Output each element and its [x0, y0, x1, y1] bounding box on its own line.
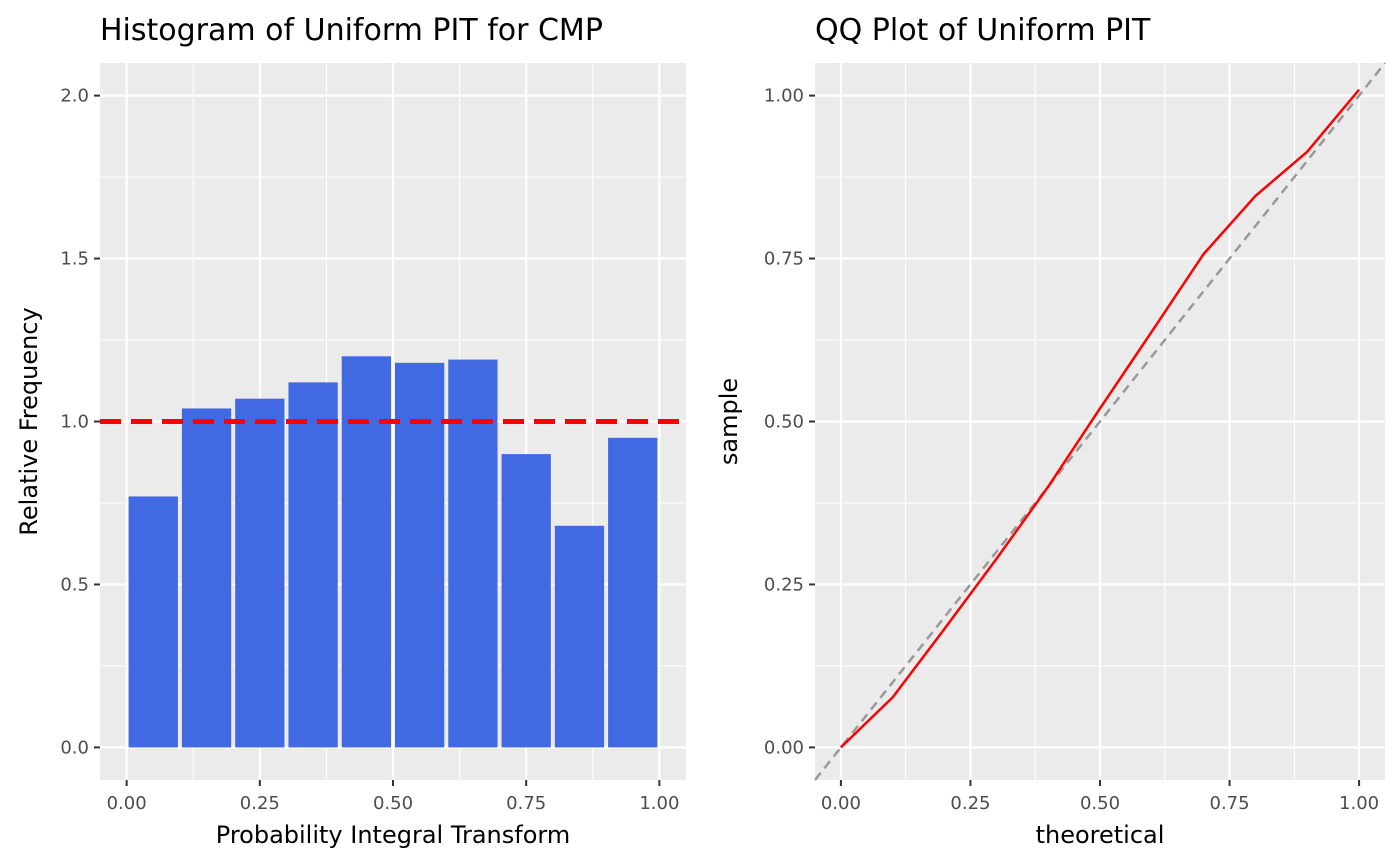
histogram-x-tick-label: 1.00 [639, 793, 679, 814]
qq-identity-reference-line [814, 62, 1386, 781]
qq-panel: QQ Plot of Uniform PIT 0.00 0.25 0.50 0.75 1… [715, 13, 1386, 849]
histogram-x-tick-label: 0.50 [373, 793, 413, 814]
histogram-bar [341, 356, 391, 748]
histogram-bar [501, 454, 551, 748]
qq-x-tick-label: 0.25 [950, 793, 990, 814]
histogram-y-tick-label: 1.0 [60, 412, 89, 433]
qq-x-tick-label: 0.50 [1080, 793, 1120, 814]
histogram-y-axis-title: Relative Frequency [15, 307, 43, 535]
qq-x-axis: 0.00 0.25 0.50 0.75 1.00 [821, 780, 1379, 814]
histogram-y-tick-label: 0.0 [60, 737, 89, 758]
histogram-bar [128, 496, 178, 748]
histogram-bar [448, 359, 498, 748]
qq-series [840, 88, 1361, 749]
histogram-x-axis-title: Probability Integral Transform [216, 821, 570, 849]
qq-x-tick-label: 0.00 [821, 793, 861, 814]
histogram-y-tick-label: 1.5 [60, 249, 89, 270]
histogram-x-tick-label: 0.75 [506, 793, 546, 814]
qq-title: QQ Plot of Uniform PIT [815, 13, 1151, 48]
histogram-bar [554, 525, 605, 748]
qq-y-tick-label: 0.75 [764, 249, 804, 270]
histogram-x-tick-label: 0.00 [107, 793, 147, 814]
histogram-y-tick-label: 2.0 [60, 86, 89, 107]
qq-y-axis: 0.00 0.25 0.50 0.75 1.00 [764, 86, 815, 758]
qq-y-tick-label: 0.00 [764, 737, 804, 758]
histogram-y-tick-label: 0.5 [60, 574, 89, 595]
histogram-bar [288, 382, 338, 748]
histogram-x-tick-label: 0.25 [240, 793, 280, 814]
qq-y-tick-label: 0.25 [764, 574, 804, 595]
qq-x-axis-title: theoretical [1036, 821, 1165, 849]
histogram-bar [235, 398, 285, 748]
histogram-bar [608, 437, 658, 748]
histogram-title: Histogram of Uniform PIT for CMP [100, 13, 603, 48]
histogram-panel: Histogram of Uniform PIT for CMP 0.0 0.5 1… [15, 13, 686, 849]
qq-gridlines [815, 63, 1385, 780]
histogram-bars [128, 356, 658, 748]
qq-y-axis-title: sample [715, 378, 743, 465]
qq-sample-line [840, 88, 1361, 749]
qq-x-tick-label: 0.75 [1210, 793, 1250, 814]
qq-y-tick-label: 1.00 [764, 86, 804, 107]
qq-y-tick-label: 0.50 [764, 412, 804, 433]
histogram-y-axis: 0.0 0.5 1.0 1.5 2.0 [60, 86, 100, 758]
qq-reference-line [814, 62, 1386, 781]
qq-x-tick-label: 1.00 [1339, 793, 1379, 814]
histogram-bar [181, 408, 232, 748]
histogram-x-axis: 0.00 0.25 0.50 0.75 1.00 [107, 780, 679, 814]
histogram-bar [395, 362, 445, 748]
